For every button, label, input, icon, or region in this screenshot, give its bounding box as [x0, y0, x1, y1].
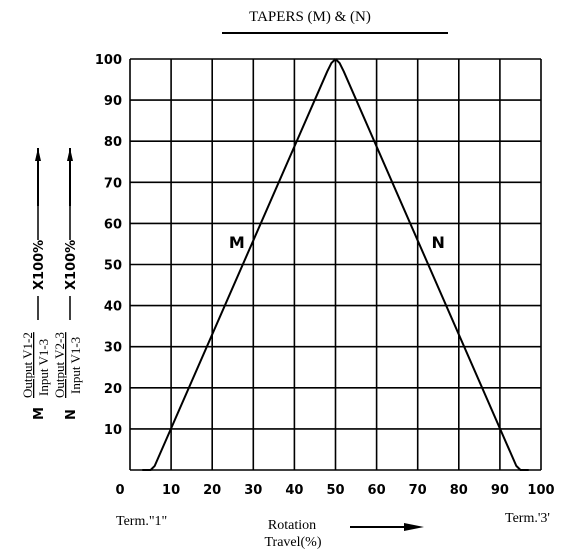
x-tick-label: 0 [115, 483, 124, 498]
grid [129, 58, 542, 471]
y-label-n-arrowhead [67, 148, 73, 161]
y-tick-label: 20 [104, 382, 122, 397]
y-label-n-prefix: N [64, 409, 79, 420]
series-label-n: N [432, 233, 445, 252]
y-tick-label: 70 [104, 176, 122, 191]
y-tick-labels: 10 20 30 40 50 60 70 80 90 100 [95, 53, 122, 438]
x-tick-label: 20 [203, 483, 221, 498]
x-tick-label: 80 [450, 483, 468, 498]
y-tick-label: 80 [104, 135, 122, 150]
series-line-m [142, 58, 337, 471]
x-tick-label: 90 [491, 483, 509, 498]
y-tick-label: 50 [104, 259, 122, 274]
chart-title: TAPERS (M) & (N) [249, 9, 371, 25]
y-label-m-prefix: M [32, 407, 47, 420]
x-tick-labels: 0 10 20 30 40 50 60 70 80 90 100 [115, 483, 554, 498]
y-tick-label: 40 [104, 300, 122, 315]
series-label-m: M [229, 233, 245, 252]
x-axis-arrowhead [404, 523, 424, 531]
y-tick-label: 90 [104, 94, 122, 109]
y-label-n-denominator: Input V1-3 [68, 337, 83, 394]
y-label-m-denominator: Input V1-3 [36, 339, 51, 396]
y-tick-label: 10 [104, 423, 122, 438]
y-tick-label: 60 [104, 217, 122, 232]
x-end-label-right: Term.'3' [505, 511, 550, 526]
y-axis-label-n: N Output V2-3 Input V1-3 X100% [52, 148, 83, 420]
x-axis-label-line-2: Travel(%) [264, 535, 321, 550]
x-end-label-left: Term."1" [116, 514, 167, 529]
y-label-m-suffix: X100% [32, 240, 47, 290]
y-label-m-arrowhead [35, 148, 41, 161]
y-label-n-suffix: X100% [64, 240, 79, 290]
y-tick-label: 30 [104, 341, 122, 356]
x-tick-label: 10 [162, 483, 180, 498]
x-tick-label: 40 [285, 483, 303, 498]
x-tick-label: 70 [409, 483, 427, 498]
x-tick-label: 30 [244, 483, 262, 498]
x-tick-label: 50 [326, 483, 344, 498]
y-axis-label-m: M Output V1-2 Input V1-3 X100% [20, 148, 51, 420]
x-tick-label: 60 [368, 483, 386, 498]
curves [142, 58, 529, 471]
y-label-n-numerator: Output V2-3 [52, 332, 67, 398]
y-tick-label: 100 [95, 53, 122, 68]
x-tick-label: 100 [527, 483, 554, 498]
y-label-m-numerator: Output V1-2 [20, 332, 35, 398]
x-axis-label-line-1: Rotation [268, 518, 316, 533]
series-line-n [334, 58, 529, 471]
